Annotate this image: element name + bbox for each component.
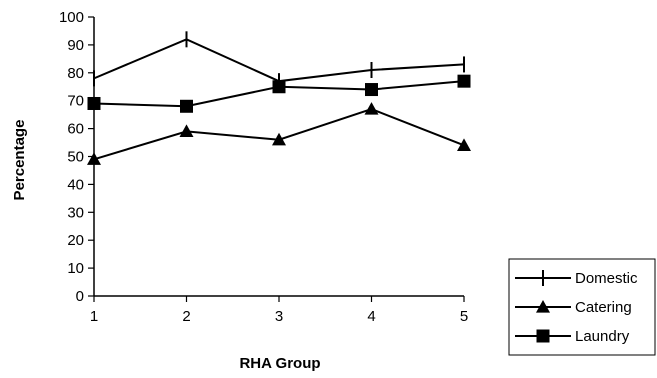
laundry-point-marker (272, 80, 286, 94)
series-catering (87, 102, 471, 165)
laundry-point-marker (365, 83, 378, 97)
y-tick-label: 60 (67, 121, 84, 138)
laundry-point-marker (457, 74, 471, 88)
y-tick-label: 0 (76, 288, 84, 305)
x-tick-label: 3 (275, 308, 283, 325)
y-axis-title: Percentage (11, 120, 28, 201)
catering-point-marker (272, 132, 286, 146)
x-tick-label: 2 (182, 308, 190, 325)
legend-label-domestic: Domestic (575, 270, 638, 287)
legend-label-catering: Catering (575, 299, 632, 316)
legend-catering-point-marker (536, 300, 550, 313)
legend-item-domestic: Domestic (515, 270, 638, 287)
legend-laundry-point-marker (536, 329, 550, 343)
x-axis-title: RHA Group (239, 355, 320, 372)
y-tick-label: 10 (67, 260, 84, 277)
laundry-point-marker (87, 96, 101, 110)
y-tick-label: 30 (67, 204, 84, 221)
y-tick-label: 80 (67, 65, 84, 82)
legend-item-laundry: Laundry (515, 328, 630, 345)
laundry-point-marker (180, 99, 193, 113)
y-tick-label: 100 (59, 9, 84, 26)
legend: Domestic Catering Laundry (508, 258, 656, 356)
y-tick-label: 70 (67, 93, 84, 110)
catering-point-marker (457, 138, 471, 151)
y-axis-ticks: 0 10 20 30 40 50 60 70 80 90 100 (59, 9, 94, 305)
x-tick-label: 1 (90, 308, 98, 325)
x-tick-label: 4 (367, 308, 375, 325)
series-laundry (87, 74, 471, 113)
catering-point-marker (87, 152, 101, 165)
legend-item-catering: Catering (515, 299, 632, 316)
y-tick-label: 50 (67, 149, 84, 166)
catering-point-marker (364, 102, 379, 115)
legend-label-laundry: Laundry (575, 328, 630, 345)
x-tick-label: 5 (460, 308, 468, 325)
catering-point-marker (179, 124, 194, 137)
axes (93, 17, 464, 297)
y-tick-label: 40 (67, 176, 84, 193)
series-group (87, 31, 471, 165)
y-tick-label: 90 (67, 37, 84, 54)
x-axis-ticks: 1 2 3 4 5 (90, 296, 468, 325)
y-tick-label: 20 (67, 232, 84, 249)
